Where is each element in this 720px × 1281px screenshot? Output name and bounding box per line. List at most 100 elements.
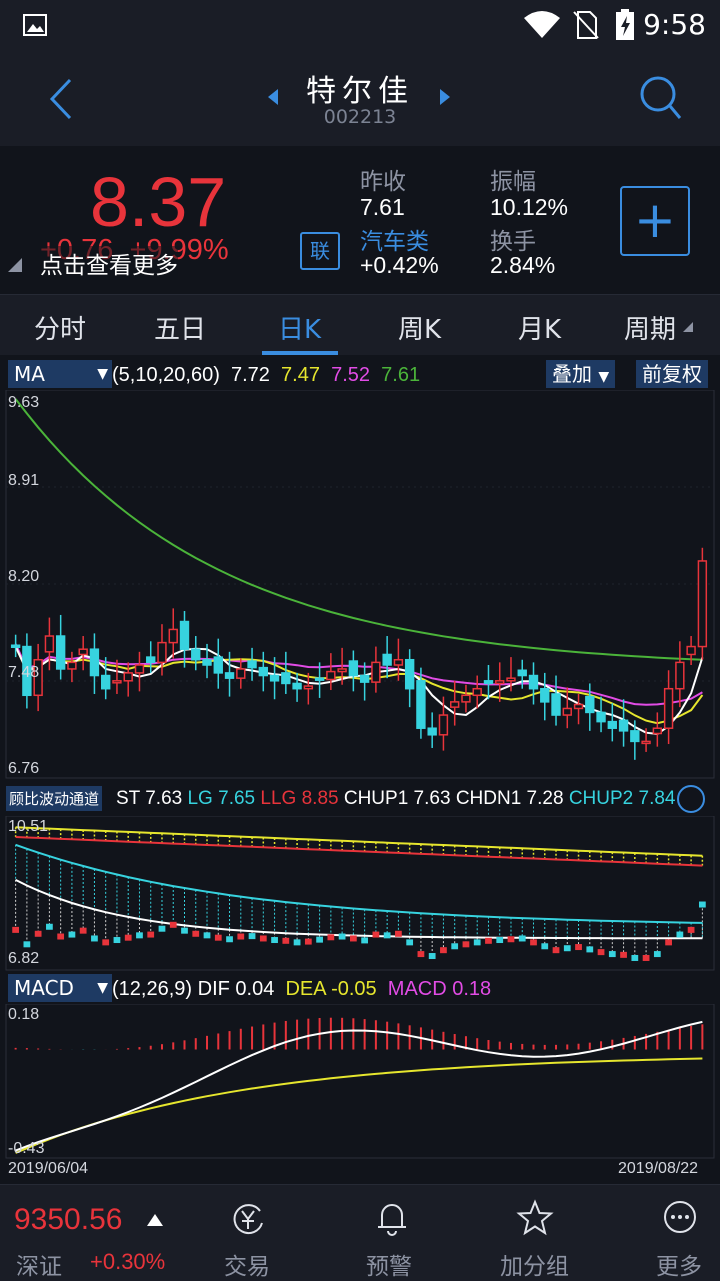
nav-more[interactable]: 更多 xyxy=(650,1185,710,1281)
related-button[interactable]: 联 xyxy=(300,232,340,270)
candle xyxy=(472,675,482,709)
amplitude-label: 振幅 xyxy=(490,169,536,195)
candle xyxy=(224,651,235,697)
candle xyxy=(427,712,437,748)
guppy-candle xyxy=(68,931,76,938)
prev-close-label: 昨收 xyxy=(360,169,406,195)
active-tab-indicator xyxy=(262,351,338,355)
guppy-candle xyxy=(597,949,605,956)
stock-header: 特尔佳 002213 xyxy=(0,52,720,146)
guppy-upper-line xyxy=(15,826,703,857)
tab-monthly-k[interactable]: 月K xyxy=(518,315,562,345)
guppy-candle xyxy=(282,937,290,944)
macd-legend: (12,26,9) DIF 0.04 DEA -0.05 MACD 0.18 xyxy=(112,978,492,1000)
candle xyxy=(314,662,325,698)
guppy-candle xyxy=(698,901,706,908)
quote-panel[interactable]: 8.37 +0.76 +9.99% 点击查看更多 联 昨收 7.61 汽车类 +… xyxy=(0,146,720,294)
guppy-candle xyxy=(608,951,616,958)
guppy-candle xyxy=(46,923,53,930)
guppy-candle xyxy=(372,931,380,938)
candle xyxy=(551,675,561,726)
candle xyxy=(44,617,55,671)
nav-alert[interactable]: 预警 xyxy=(360,1185,430,1281)
tab-daily-k[interactable]: 日K xyxy=(278,315,322,345)
guppy-candle xyxy=(518,935,526,942)
guppy-candle xyxy=(124,934,132,941)
period-dropdown-icon xyxy=(683,322,693,332)
guppy-candle xyxy=(192,930,200,937)
ma-legend: (5,10,20,60) 7.72 7.47 7.52 7.61 xyxy=(112,364,421,386)
wifi-icon xyxy=(524,11,560,38)
turnover-value: 2.84% xyxy=(490,252,556,278)
macd-chart[interactable] xyxy=(0,1004,720,1160)
macd-indicator-dropdown[interactable]: MACD ▼ xyxy=(8,974,112,1002)
guppy-candle xyxy=(349,935,357,942)
candle xyxy=(157,624,167,676)
candle xyxy=(22,633,32,709)
guppy-channel-chart[interactable] xyxy=(0,816,720,972)
ma20-line xyxy=(14,643,703,706)
index-value[interactable]: 9350.56 xyxy=(14,1203,123,1236)
guppy-candle xyxy=(57,933,65,940)
guppy-candle xyxy=(237,933,245,940)
battery-charging-icon xyxy=(616,9,634,40)
candle xyxy=(337,647,347,685)
k-axis-top: 9.63 xyxy=(8,394,40,411)
turnover-label: 换手 xyxy=(490,229,536,255)
view-more-tip[interactable]: 点击查看更多 xyxy=(40,246,178,280)
guppy-indicator-dropdown[interactable]: 顾比波动通道 xyxy=(6,786,103,811)
candle xyxy=(179,611,190,668)
nav-trade[interactable]: 交易 xyxy=(214,1185,284,1281)
guppy-candle xyxy=(383,932,391,939)
k-axis-3: 8.20 xyxy=(8,568,40,585)
guppy-lg-line xyxy=(15,843,703,924)
back-icon[interactable] xyxy=(44,76,76,122)
guppy-candle xyxy=(338,933,346,940)
candle xyxy=(573,693,584,725)
ma-indicator-dropdown[interactable]: MA ▼ xyxy=(8,360,112,388)
prev-close-value: 7.61 xyxy=(360,194,405,220)
guppy-candle xyxy=(79,927,87,934)
candle xyxy=(258,651,268,692)
search-icon[interactable] xyxy=(638,74,682,122)
settings-circle-icon[interactable] xyxy=(676,784,706,814)
more-icon xyxy=(664,1201,696,1233)
guppy-st-line xyxy=(15,879,703,940)
guppy-candle xyxy=(485,937,492,944)
stock-code: 002213 xyxy=(323,106,397,128)
guppy-candle xyxy=(34,930,42,937)
yen-cycle-icon xyxy=(233,1204,263,1235)
candlestick-chart[interactable] xyxy=(0,390,720,780)
candle xyxy=(303,672,314,705)
add-watchlist-button[interactable]: + xyxy=(620,186,690,256)
prev-stock-icon[interactable] xyxy=(266,88,280,106)
nav-add-group[interactable]: 加分组 xyxy=(496,1185,576,1281)
candle xyxy=(247,647,257,681)
overlay-dropdown[interactable]: 叠加 ▼ xyxy=(546,360,616,388)
next-stock-icon[interactable] xyxy=(438,88,452,106)
candle xyxy=(134,651,145,692)
guppy-candle xyxy=(293,939,301,946)
candle xyxy=(528,662,539,705)
candle xyxy=(326,653,336,691)
guppy-candle xyxy=(575,944,582,951)
candle xyxy=(123,662,133,697)
sector-link[interactable]: 汽车类 xyxy=(360,229,429,255)
candle xyxy=(461,684,471,713)
candle xyxy=(269,657,280,700)
tab-intraday[interactable]: 分时 xyxy=(34,315,87,345)
candle xyxy=(652,712,663,747)
candle xyxy=(517,659,527,689)
adjust-button[interactable]: 前复权 xyxy=(636,360,708,388)
candle xyxy=(146,641,156,673)
tab-five-day[interactable]: 五日 xyxy=(154,315,207,345)
guppy-candle xyxy=(271,937,278,944)
k-axis-2: 8.91 xyxy=(8,472,40,489)
guppy-llg-line xyxy=(15,836,703,867)
tab-period[interactable]: 周期 xyxy=(624,315,677,345)
tab-weekly-k[interactable]: 周K xyxy=(398,315,442,345)
candle xyxy=(67,651,77,683)
candle xyxy=(101,657,111,700)
guppy-candle xyxy=(169,921,177,928)
guppy-candle xyxy=(552,947,560,954)
